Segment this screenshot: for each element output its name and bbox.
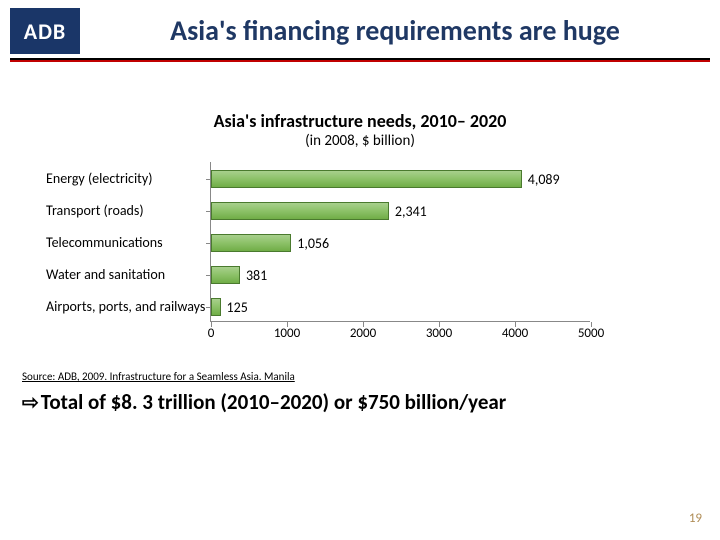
- category-label: Transport (roads): [46, 202, 211, 219]
- slide-header: ADB Asia's financing requirements are hu…: [0, 0, 720, 54]
- bar: [211, 202, 389, 220]
- bar-value-label: 381: [246, 267, 267, 284]
- source-citation: Source: ADB, 2009. Infrastructure for a …: [22, 370, 710, 383]
- category-label: Airports, ports, and railways: [46, 298, 211, 315]
- adb-logo: ADB: [10, 8, 80, 54]
- bar-row: Telecommunications1,056: [211, 234, 329, 252]
- bar-value-label: 125: [227, 299, 248, 316]
- bar: [211, 170, 522, 188]
- category-label: Energy (electricity): [46, 170, 211, 187]
- category-label: Water and sanitation: [46, 266, 211, 283]
- x-tick-label: 4000: [502, 326, 528, 341]
- chart-area: Asia's infrastructure needs, 2010– 2020 …: [40, 110, 680, 352]
- x-tick-label: 0: [208, 326, 215, 341]
- callout-total: ⇨Total of $8. 3 trillion (2010–2020) or …: [22, 389, 710, 415]
- title-underline: [10, 58, 710, 62]
- slide-title: Asia's financing requirements are huge: [80, 16, 710, 47]
- x-tick-label: 2000: [350, 326, 376, 341]
- x-tick-label: 1000: [274, 326, 300, 341]
- chart-subtitle: (in 2008, $ billion): [40, 132, 680, 150]
- arrow-icon: ⇨: [22, 391, 39, 415]
- bar-value-label: 2,341: [395, 203, 427, 220]
- category-label: Telecommunications: [46, 234, 211, 251]
- bar-value-label: 4,089: [528, 171, 560, 188]
- bar: [211, 234, 291, 252]
- callout-text: Total of $8. 3 trillion (2010–2020) or $…: [41, 389, 506, 415]
- x-tick-label: 5000: [578, 326, 604, 341]
- bar-row: Transport (roads)2,341: [211, 202, 427, 220]
- page-number: 19: [689, 511, 702, 526]
- x-tick: 5000: [591, 162, 592, 322]
- bar-value-label: 1,056: [297, 235, 329, 252]
- chart-title: Asia's infrastructure needs, 2010– 2020: [40, 110, 680, 132]
- bar: [211, 266, 240, 284]
- bar-row: Water and sanitation381: [211, 266, 267, 284]
- chart-plot: 010002000300040005000Energy (electricity…: [210, 162, 590, 322]
- bar-row: Energy (electricity)4,089: [211, 170, 560, 188]
- x-tick-label: 3000: [426, 326, 452, 341]
- bar: [211, 298, 221, 316]
- bar-row: Airports, ports, and railways125: [211, 298, 248, 316]
- bar-chart: 0 1000 2000 3000 4000 5000 Energy (electricity…: [210, 162, 650, 352]
